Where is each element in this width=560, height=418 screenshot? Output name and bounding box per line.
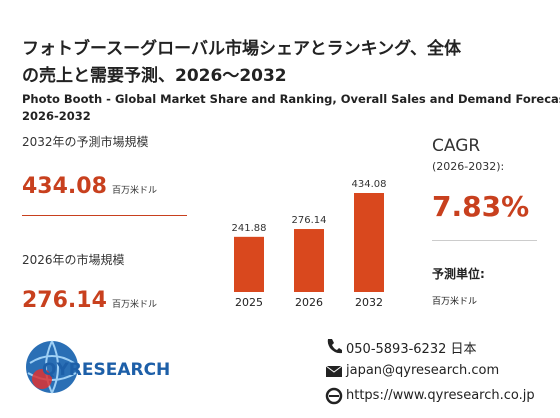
title-jp-2: の売上と需要予測、2026～2032 (22, 66, 287, 86)
unit-label: 予測単位: (432, 267, 485, 281)
x-tick-label: 2032 (355, 296, 383, 309)
logo-text: QYRESEARCH (42, 360, 170, 380)
bar (354, 193, 384, 292)
unit-value: 百万米ドル (432, 297, 478, 307)
contact-icons (325, 339, 343, 405)
stat-value: 276.14 (22, 288, 107, 313)
value-label: 434.08 (352, 179, 387, 190)
stat: 276.14 百万米ドル (22, 288, 157, 313)
stat-label: 2032年の予測市場規模 (22, 135, 149, 149)
value-label: 276.14 (292, 215, 327, 226)
cagr-label: CAGR (432, 136, 481, 156)
divider (22, 215, 187, 216)
x-tick-label: 2025 (235, 296, 263, 309)
title-jp-1: フォトブースーグローバル市場シェアとランキング、全体 (22, 39, 461, 59)
stat-label: 2026年の市場規模 (22, 253, 125, 267)
cagr-value: 7.83% (432, 190, 530, 223)
website[interactable]: https://www.qyresearch.co.jp (346, 388, 535, 403)
email[interactable]: japan@qyresearch.com (346, 363, 500, 378)
cagr-period: (2026-2032): (432, 160, 505, 173)
bar (294, 229, 324, 292)
divider (432, 240, 537, 241)
stat: 434.08 百万米ドル (22, 174, 157, 199)
title-en-2: 2026-2032 (22, 109, 91, 123)
bar-chart: 241.88 2025 276.14 2026 434.08 2032 (232, 179, 387, 309)
stat-value: 434.08 (22, 174, 107, 199)
stat-unit: 百万米ドル (112, 300, 158, 310)
logo: QYRESEARCH (26, 340, 170, 394)
value-label: 241.88 (232, 223, 267, 234)
title-en-1: Photo Booth - Global Market Share and Ra… (22, 92, 560, 106)
bar (234, 236, 264, 292)
x-tick-label: 2026 (295, 296, 323, 309)
stat-unit: 百万米ドル (112, 186, 158, 196)
phone: 050-5893-6232 日本 (346, 342, 477, 357)
